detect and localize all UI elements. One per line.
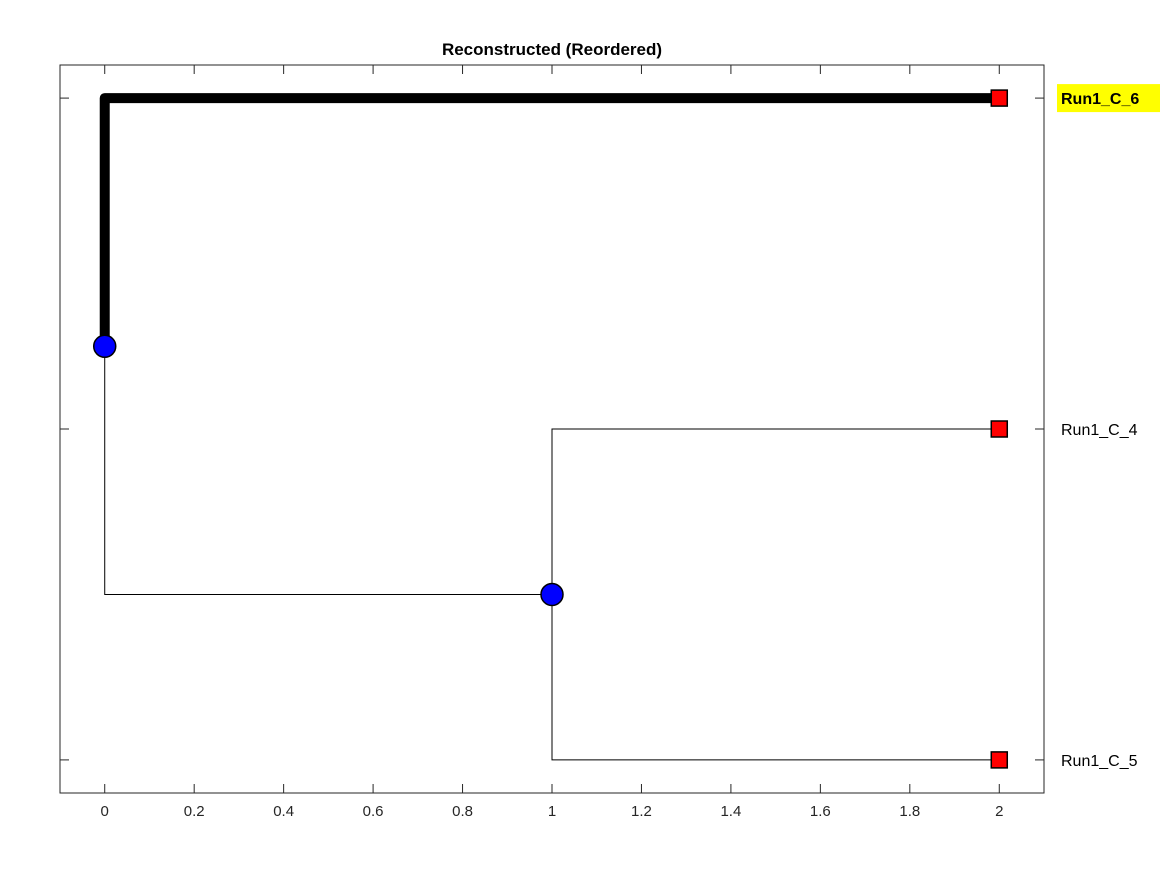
x-tick-label: 0.2 [184,803,205,820]
x-tick-label: 1.4 [720,803,741,820]
branch-edge [104,346,552,595]
highlighted-branch [99,93,1005,352]
x-tick-label: 1 [548,803,556,820]
leaf-node-marker [990,751,1009,769]
leaf-labels: Run1_C_6 Run1_C_4 Run1_C_5 [1057,84,1160,770]
axes-ticks: 0 0.2 0.4 0.6 0.8 1 1.2 1.4 1.6 1.8 2 [60,65,1044,820]
x-tick-label: 0.6 [363,803,384,820]
internal-node-marker [540,582,564,607]
leaf-node-marker [990,420,1009,438]
x-tick-label: 2 [995,803,1003,820]
x-tick-label: 1.8 [899,803,920,820]
x-tick-label: 0.4 [273,803,294,820]
x-tick-label: 1.2 [631,803,652,820]
leaf-label: Run1_C_5 [1061,753,1138,770]
leaf-label: Run1_C_4 [1061,422,1138,439]
x-tick-label: 0.8 [452,803,473,820]
leaf-node-marker [990,89,1009,107]
dendrogram-nodes [92,89,1009,769]
dendrogram-edges [99,93,1005,761]
leaf-label: Run1_C_6 [1061,91,1139,108]
x-tick-label: 1.6 [810,803,831,820]
chart-title: Reconstructed (Reordered) [442,40,662,59]
internal-node-marker [92,334,117,359]
branch-edge [551,594,1000,761]
leaf-label-highlight [1057,84,1160,113]
x-tick-label: 0 [101,803,109,820]
branch-edge [551,428,1000,595]
